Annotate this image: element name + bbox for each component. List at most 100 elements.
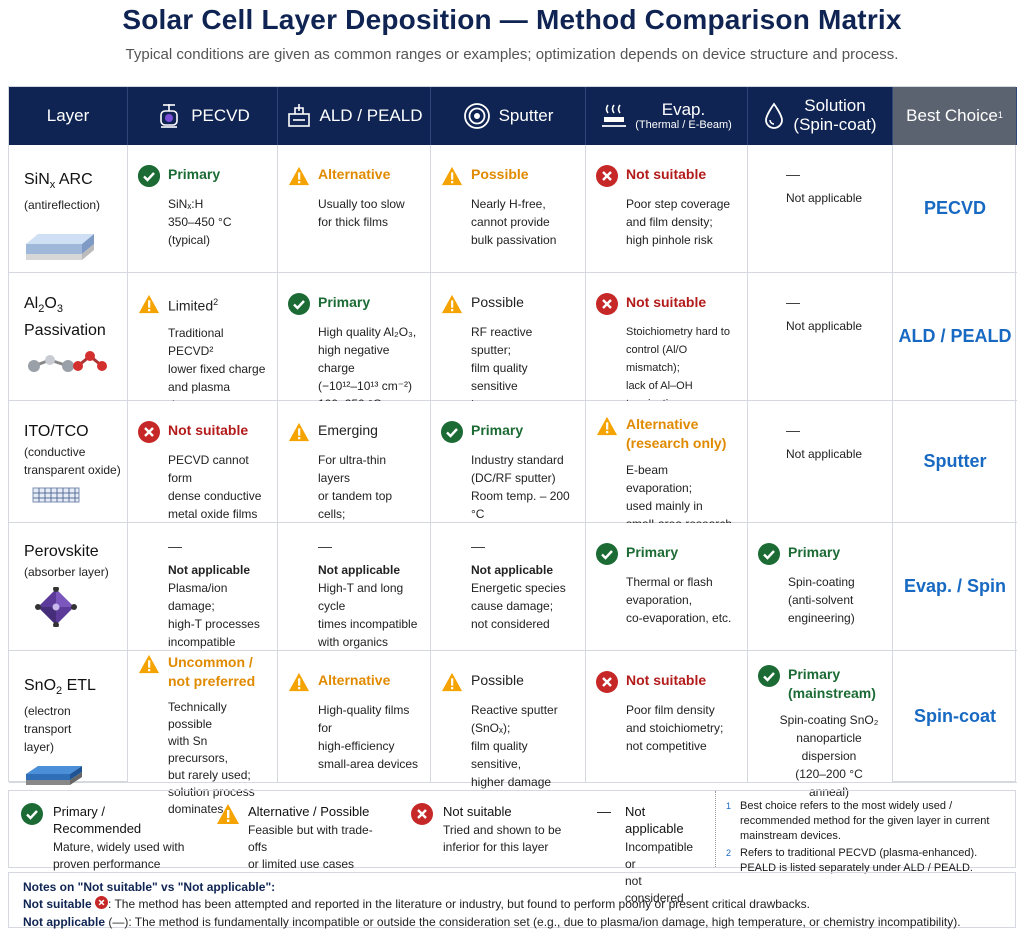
warning-icon [596, 415, 618, 437]
layer-name: SnO [24, 677, 57, 694]
crystal-structure-icon [35, 586, 77, 628]
header-layer-label: Layer [46, 105, 90, 125]
cell-sinx-pecvd: Primary SiNₓ:H 350–450 °C (typical) [128, 145, 278, 273]
best-choice-sno2: Spin-coat [893, 651, 1017, 783]
cell-al2o3-sputter: Possible RF reactive sputter; film quali… [431, 273, 586, 429]
notes-heading: Notes on "Not suitable" vs "Not applicab… [23, 880, 276, 894]
x-circle-icon [411, 803, 433, 830]
status-label: Primary [788, 544, 841, 560]
na-label: Not applicable [318, 563, 401, 577]
cell-ito-pecvd: Not suitable PECVD cannot form dense con… [128, 401, 278, 523]
cell-sno2-pecvd: Uncommon / not preferred Technically pos… [128, 651, 278, 816]
cell-desc: Nearly H-free, cannot provide bulk passi… [471, 197, 557, 247]
footnote-text: Refers to traditional PECVD (plasma-enha… [740, 847, 978, 874]
status-label: Not suitable [626, 294, 707, 310]
legend-not-applicable: — Not applicable Incompatible or not con… [581, 791, 711, 905]
check-icon [596, 543, 618, 565]
cell-perovskite-evap: Primary Thermal or flash evaporation, co… [586, 523, 748, 651]
solution-droplet-icon [763, 102, 785, 130]
cell-sinx-evap: Not suitable Poor step coverage and film… [586, 145, 748, 273]
legend-na-title: Not applicable [625, 804, 684, 836]
note-ns-label: Not suitable [23, 897, 92, 912]
status-label: Primary (mainstream) [788, 666, 876, 701]
cell-perovskite-pecvd: — Not applicable Plasma/ion damage; high… [128, 523, 278, 651]
na-dash: — [168, 538, 182, 554]
layer-name-rest: ETL [62, 677, 96, 694]
layer-sno2: SnO2 ETL (electron transport layer) [9, 651, 128, 786]
etl-film-icon [26, 766, 82, 786]
na-dash: — [471, 538, 485, 554]
legend-bad-title: Not suitable [443, 804, 512, 819]
molecule-icon [28, 351, 107, 373]
cell-sinx-solution: — Not applicable [748, 145, 893, 273]
check-icon [441, 421, 463, 443]
sinx-film-stack-icon [26, 234, 94, 261]
note-na-symbol: (—) [105, 915, 129, 929]
legend-not-suitable: Not suitable Tried and shown to be infer… [399, 791, 581, 867]
warning-icon [288, 421, 310, 443]
header-layer: Layer [9, 87, 128, 145]
grid-electrode-icon [32, 487, 80, 503]
warning-icon [441, 671, 463, 693]
status-label: Primary [318, 294, 371, 310]
layer-desc: (absorber layer) [24, 565, 109, 579]
cell-desc: Not applicable [786, 319, 863, 333]
header-ald-label: ALD / PEALD [319, 105, 423, 125]
cell-desc: Reactive sputter (SnOₓ); film quality se… [471, 703, 558, 789]
legend-alt-title: Alternative / Possible [248, 804, 370, 819]
status-label: Primary [626, 544, 679, 560]
best-choice-al2o3: ALD / PEALD [893, 273, 1017, 401]
warning-icon [441, 165, 463, 187]
cell-ito-sputter: Primary Industry standard (DC/RF sputter… [431, 401, 586, 523]
warning-icon [288, 671, 310, 693]
cell-desc: Not applicable [786, 447, 863, 461]
note-na-text: : The method is fundamentally incompatib… [128, 915, 961, 929]
status-label: Primary [471, 422, 524, 438]
layer-name-subscript: 2 [38, 303, 45, 316]
layer-name-rest: O [44, 295, 57, 312]
header-sputter: Sputter [431, 87, 586, 145]
x-circle-icon [596, 293, 618, 315]
header-evap-label: Evap. [661, 99, 706, 119]
header-sputter-label: Sputter [498, 105, 554, 125]
best-choice-perovskite: Evap. / Spin [893, 523, 1017, 651]
cell-desc: Spin-coating (anti-solvent engineering) [788, 575, 855, 625]
cell-desc: Technically possible with Sn precursors,… [168, 700, 255, 816]
na-dash: — [786, 422, 800, 438]
status-label: Limited [168, 297, 214, 314]
status-label: Emerging [318, 422, 378, 438]
cell-desc: High-quality films for high-efficiency s… [318, 703, 419, 771]
footnote-number: 1 [726, 801, 732, 811]
best-choice-sinx: PECVD [893, 145, 1017, 273]
header-evap-sublabel: (Thermal / E-Beam) [635, 119, 732, 132]
legend-alternative: Alternative / Possible Feasible but with… [204, 791, 399, 871]
layer-name-rest: ARC [55, 171, 93, 188]
header-best: Best Choice 1 [893, 87, 1017, 145]
cell-al2o3-ald: Primary High quality Al₂O₃, high negativ… [278, 273, 431, 411]
layer-name: Al [24, 295, 39, 312]
status-label: Possible [471, 294, 524, 310]
cell-ito-ald: Emerging For ultra-thin layers or tandem… [278, 401, 431, 539]
layer-name: ITO/TCO [24, 423, 89, 440]
cell-sno2-solution: Primary (mainstream) Spin-coating SnO₂ n… [748, 651, 893, 799]
page-subtitle: Typical conditions are given as common r… [125, 46, 899, 63]
x-circle-icon [95, 896, 109, 914]
legend-primary-title: Primary / Recommended [53, 804, 142, 836]
pecvd-reactor-icon [155, 102, 183, 130]
warning-icon [138, 293, 160, 315]
header-evap: Evap. (Thermal / E-Beam) [586, 87, 748, 145]
evaporation-heat-icon [601, 102, 627, 130]
cell-sno2-ald: Alternative High-quality films for high-… [278, 651, 431, 783]
note-not-suitable: Not suitable : The method has been attem… [23, 896, 1001, 914]
status-label: Possible [471, 166, 529, 182]
status-label: Alternative [318, 672, 391, 688]
notes-box: Notes on "Not suitable" vs "Not applicab… [8, 872, 1016, 929]
cell-sinx-ald: Alternative Usually too slow for thick f… [278, 145, 431, 273]
dash-icon: — [597, 803, 611, 819]
check-icon [758, 665, 780, 687]
footnote-ref: 2 [213, 297, 219, 307]
header-pecvd: PECVD [128, 87, 278, 145]
footnote-number: 2 [726, 848, 732, 858]
ald-chamber-icon [286, 103, 312, 129]
sputter-target-icon [463, 102, 491, 130]
